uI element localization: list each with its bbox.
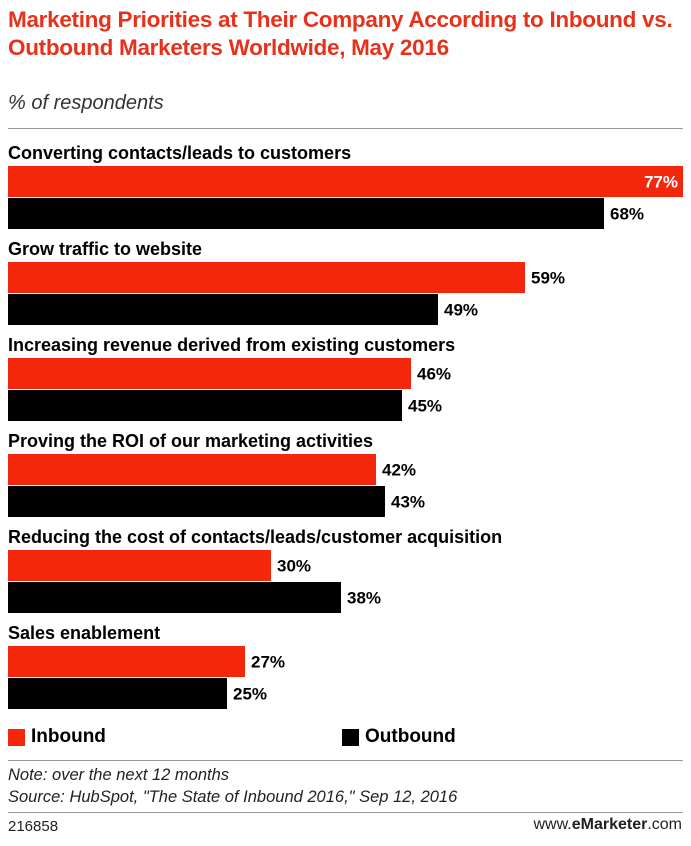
value-label-outbound: 25%	[233, 685, 267, 704]
legend-label-outbound: Outbound	[365, 726, 456, 747]
value-label-outbound: 45%	[408, 397, 442, 416]
chart-source: Source: HubSpot, "The State of Inbound 2…	[8, 788, 458, 806]
bar-inbound	[8, 454, 376, 485]
bar-inbound	[8, 550, 271, 581]
bar-outbound	[8, 294, 438, 325]
value-label-inbound: 59%	[531, 269, 565, 288]
chart-title: Marketing Priorities at Their Company Ac…	[8, 7, 673, 60]
category-label: Increasing revenue derived from existing…	[8, 335, 455, 355]
value-label-inbound: 46%	[417, 365, 451, 384]
bar-outbound	[8, 678, 227, 709]
chart-id: 216858	[8, 818, 59, 835]
brand-logo: www.eMarketer.com	[533, 816, 682, 833]
value-label-outbound: 38%	[347, 589, 381, 608]
legend-label-inbound: Inbound	[31, 726, 106, 747]
value-label-inbound: 77%	[644, 173, 678, 192]
legend-swatch-inbound	[8, 728, 25, 746]
value-label-inbound: 30%	[277, 557, 311, 576]
legend-inbound: Inbound	[8, 724, 106, 750]
chart-subtitle: % of respondents	[8, 92, 164, 114]
bar-inbound	[8, 358, 411, 389]
category-label: Converting contacts/leads to customers	[8, 143, 351, 163]
chart-note: Note: over the next 12 months	[8, 766, 230, 784]
legend-outbound: Outbound	[342, 724, 456, 750]
value-label-outbound: 68%	[610, 205, 644, 224]
category-label: Proving the ROI of our marketing activit…	[8, 431, 373, 451]
bar-outbound	[8, 486, 385, 517]
category-label: Reducing the cost of contacts/leads/cust…	[8, 527, 502, 547]
header-divider	[8, 128, 683, 129]
value-label-inbound: 42%	[382, 461, 416, 480]
bar-inbound	[8, 646, 245, 677]
category-label: Sales enablement	[8, 623, 160, 643]
category-label: Grow traffic to website	[8, 239, 202, 259]
value-label-outbound: 49%	[444, 301, 478, 320]
bar-outbound	[8, 390, 402, 421]
legend-swatch-outbound	[342, 728, 359, 746]
footer-divider	[8, 760, 683, 761]
bar-inbound	[8, 166, 683, 197]
footer-bottom-divider	[8, 812, 683, 813]
bar-inbound	[8, 262, 525, 293]
value-label-inbound: 27%	[251, 653, 285, 672]
bar-outbound	[8, 582, 341, 613]
value-label-outbound: 43%	[391, 493, 425, 512]
bar-outbound	[8, 198, 604, 229]
